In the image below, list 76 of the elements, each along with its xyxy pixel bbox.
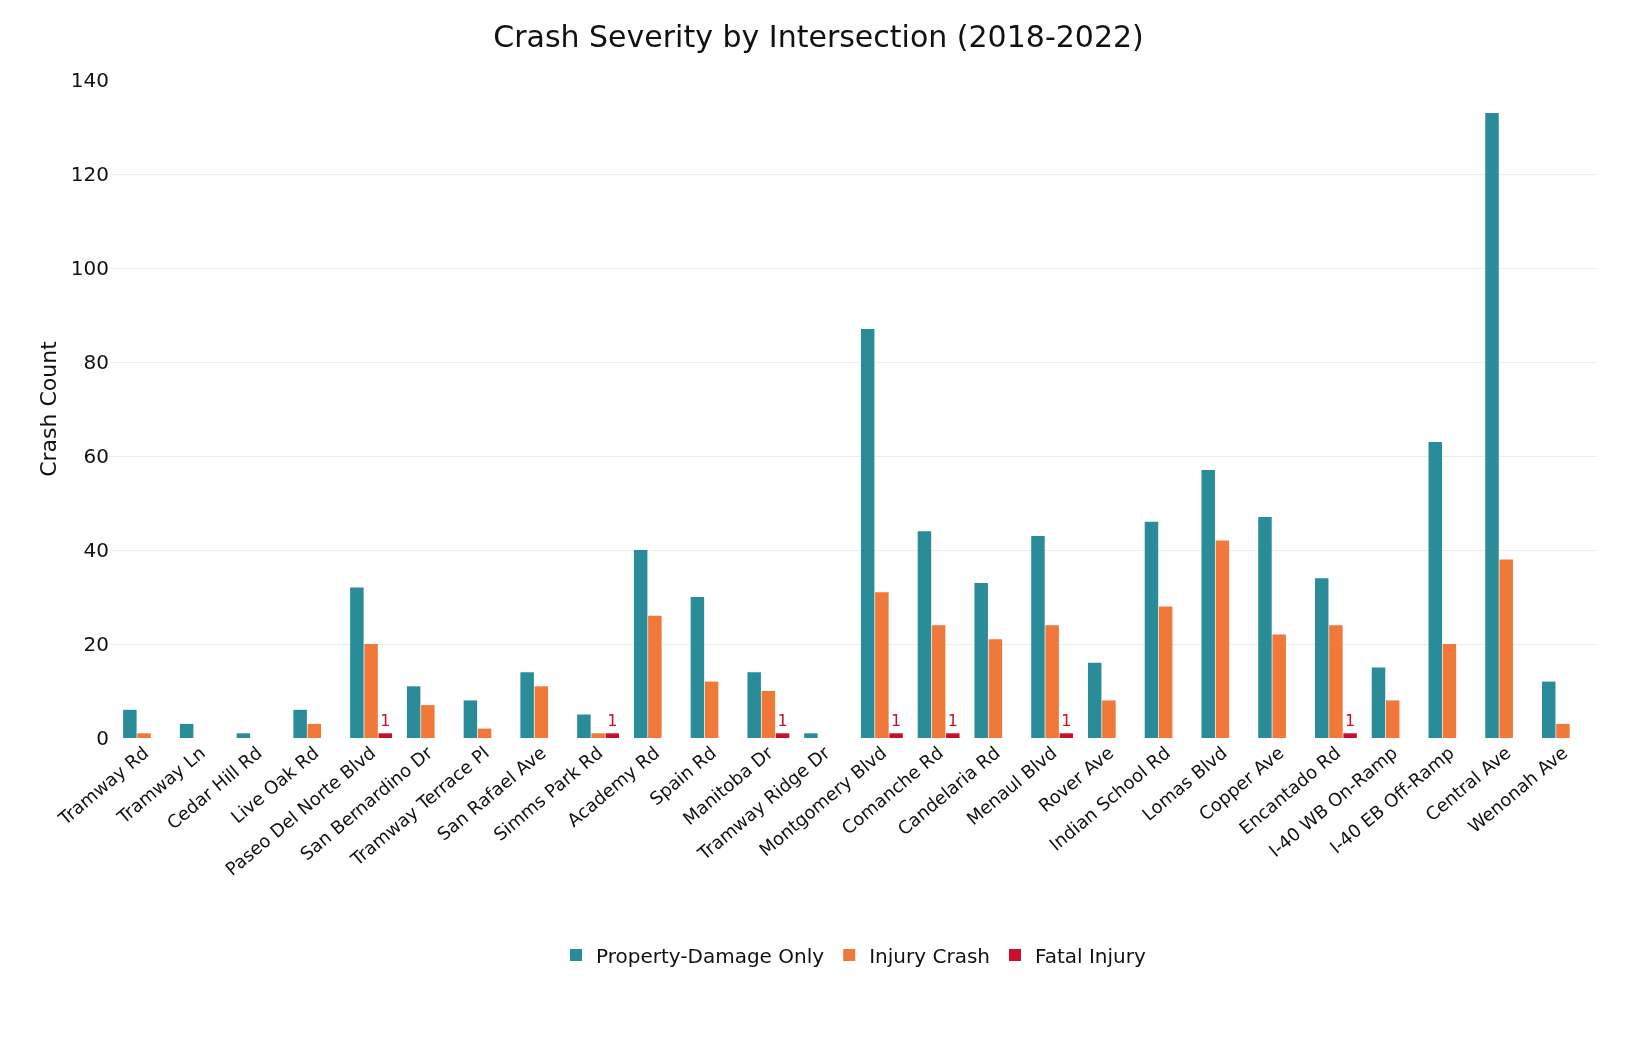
bar [860, 329, 875, 738]
bar [1499, 559, 1513, 738]
bar [1158, 606, 1173, 738]
bar [761, 691, 776, 738]
bar [875, 592, 889, 738]
bar [477, 728, 492, 738]
bar [988, 639, 1003, 738]
bar [690, 597, 705, 738]
y-tick-label: 80 [83, 350, 109, 374]
bar [605, 733, 620, 738]
data-label: 1 [1345, 711, 1356, 731]
bar [577, 714, 591, 738]
bar [974, 582, 988, 738]
y-tick-label: 120 [70, 162, 109, 186]
legend-label: Property-Damage Only [596, 943, 825, 968]
bar [1314, 578, 1329, 738]
y-tick-label: 100 [70, 256, 109, 280]
bar [591, 733, 605, 738]
bar [1031, 535, 1045, 738]
bar [1371, 667, 1386, 738]
bar [307, 723, 322, 738]
bar [1385, 700, 1400, 738]
bar [406, 686, 421, 738]
bar [1144, 521, 1159, 738]
bar [1102, 700, 1116, 738]
bar [378, 733, 393, 738]
bar [463, 700, 478, 738]
bar [1258, 517, 1272, 738]
data-label: 1 [380, 711, 391, 731]
y-tick-label: 20 [83, 632, 109, 656]
bar [1201, 470, 1215, 738]
bar [1442, 644, 1457, 738]
bar [931, 625, 946, 738]
y-tick-label: 40 [83, 538, 109, 562]
bar [1343, 733, 1357, 738]
data-label: 1 [947, 711, 958, 731]
bar [946, 733, 960, 738]
bar [1087, 662, 1102, 738]
data-label: 1 [777, 711, 788, 731]
bar [364, 644, 378, 738]
bar [137, 733, 151, 738]
y-tick-label: 60 [83, 444, 109, 468]
bar [293, 709, 307, 738]
bar [1329, 625, 1343, 738]
bar [633, 550, 648, 738]
legend-label: Fatal Injury [1034, 943, 1146, 968]
bar [775, 733, 790, 738]
bar [747, 672, 761, 738]
y-tick-label: 140 [70, 68, 109, 92]
bar [804, 733, 818, 738]
bar [1045, 625, 1059, 738]
bar [1556, 723, 1570, 738]
data-label: 1 [1061, 711, 1072, 731]
bar [421, 705, 435, 738]
bar [1059, 733, 1074, 738]
data-label: 1 [607, 711, 618, 731]
bar [179, 723, 194, 738]
y-axis-title: Crash Count [36, 340, 61, 477]
bar [648, 615, 662, 738]
bar [889, 733, 903, 738]
legend-label: Injury Crash [869, 943, 990, 968]
bar [1272, 634, 1286, 738]
bar [534, 686, 549, 738]
bar [1428, 441, 1442, 738]
data-label: 1 [890, 711, 902, 731]
bar [123, 709, 137, 738]
bar [1215, 540, 1230, 738]
bar [236, 733, 251, 738]
bar [917, 531, 932, 738]
bar [1542, 681, 1556, 738]
bar [350, 587, 364, 738]
bar [520, 672, 534, 738]
chart-title: Crash Severity by Intersection (2018-2022) [493, 19, 1144, 55]
y-tick-label: 0 [96, 726, 109, 750]
bar [704, 681, 719, 738]
bar [1485, 112, 1499, 738]
